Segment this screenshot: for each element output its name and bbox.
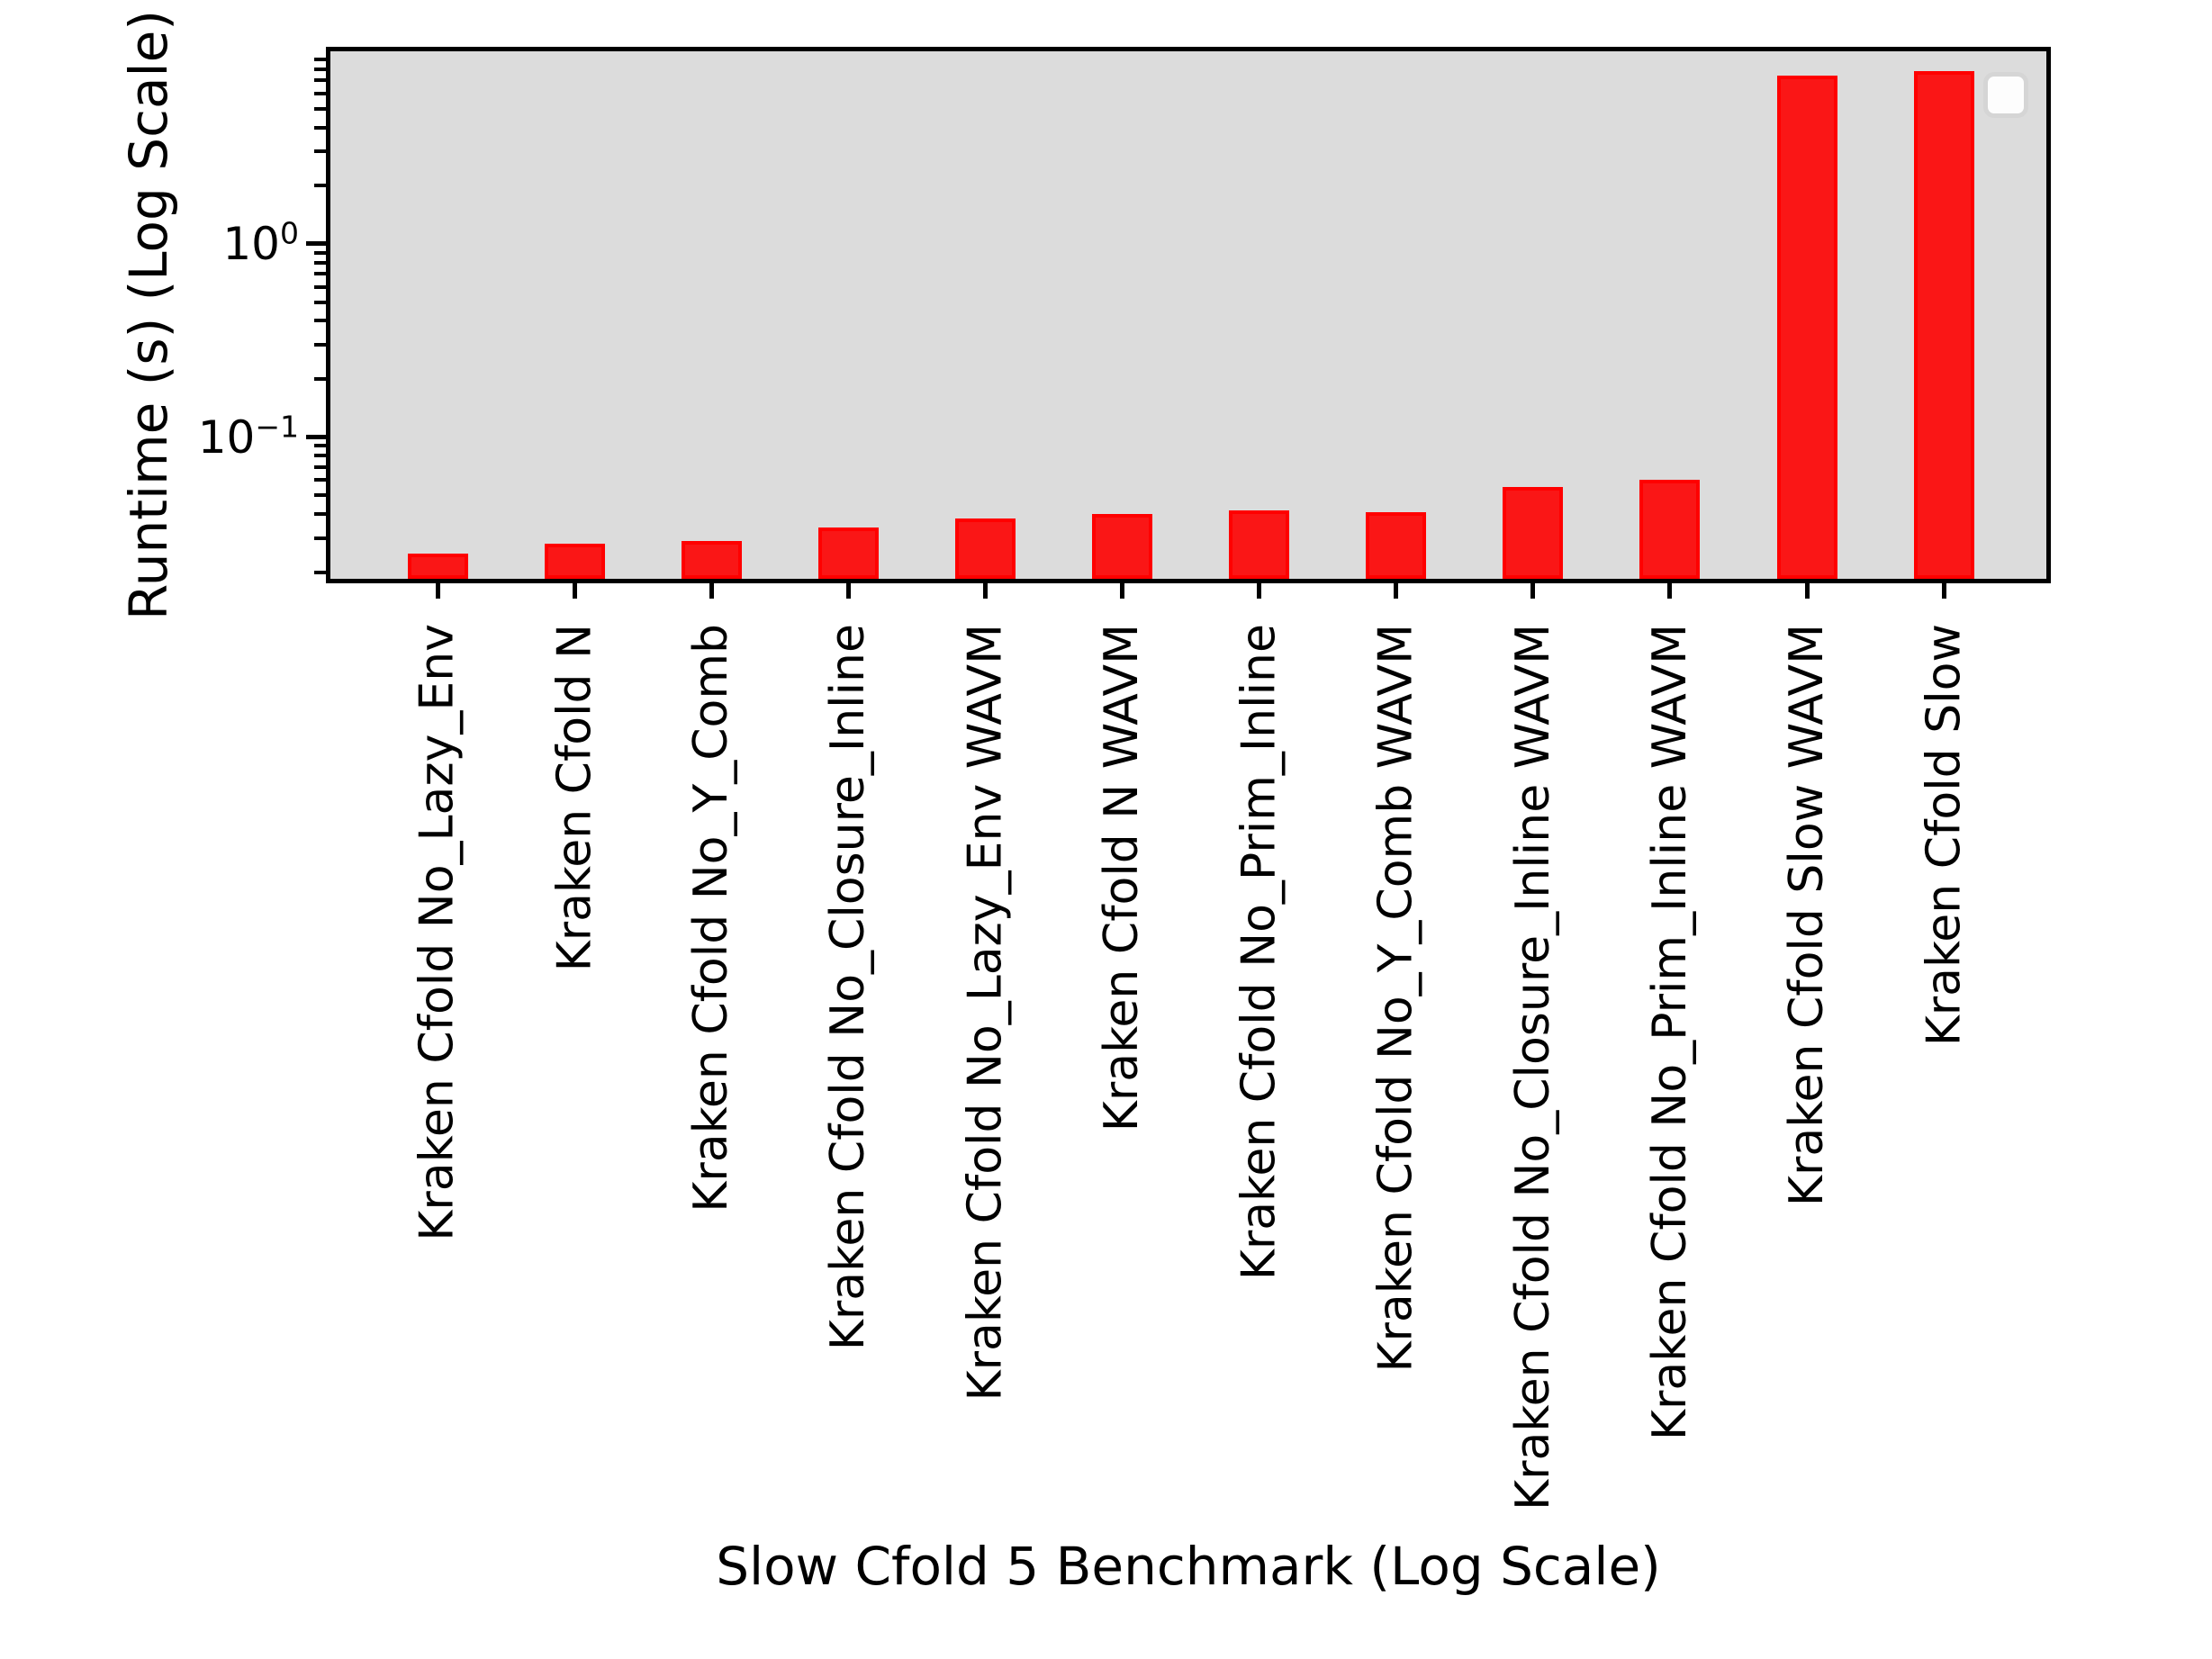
bar [1776, 76, 1837, 579]
bar [1092, 514, 1152, 579]
y-minor-tick [314, 512, 326, 517]
y-minor-tick [314, 149, 326, 154]
y-minor-tick [314, 91, 326, 95]
y-minor-tick [314, 67, 326, 71]
y-minor-tick [314, 343, 326, 347]
plot-area [326, 47, 2051, 583]
bar [817, 527, 879, 579]
x-tick [845, 583, 851, 599]
x-tick-label: Kraken Cfold N WAVM [1095, 624, 1150, 1132]
y-minor-tick [314, 444, 326, 448]
y-minor-tick [314, 464, 326, 469]
y-tick-label: 10−1 [197, 408, 299, 464]
bar [1366, 511, 1427, 579]
bar [1639, 480, 1701, 579]
y-minor-tick [314, 536, 326, 540]
x-tick-label: Kraken Cfold No_Y_Comb [684, 624, 739, 1213]
y-minor-tick [314, 454, 326, 458]
x-tick [572, 583, 577, 599]
x-tick [709, 583, 714, 599]
legend-box [1983, 72, 2028, 118]
x-tick [1257, 583, 1262, 599]
bars-layer [330, 51, 2046, 579]
y-axis-title: Runtime (s) (Log Scale) [118, 10, 179, 620]
x-tick-label: Kraken Cfold No_Closure_Inline [821, 624, 876, 1351]
x-axis-title: Slow Cfold 5 Benchmark (Log Scale) [716, 1536, 1661, 1597]
y-tick-label: 100 [222, 215, 299, 270]
y-minor-tick [314, 377, 326, 381]
bar [954, 518, 1016, 579]
x-tick [1120, 583, 1124, 599]
y-major-tick [306, 435, 326, 440]
y-minor-tick [314, 300, 326, 304]
x-tick-label: Kraken Cfold Slow WAVM [1780, 624, 1834, 1207]
x-tick [1941, 583, 1946, 599]
bar [544, 544, 605, 579]
x-tick-label: Kraken Cfold Slow [1917, 624, 1972, 1047]
bar [1503, 487, 1564, 579]
x-tick-label: Kraken Cfold No_Lazy_Env WAVM [958, 624, 1013, 1402]
bar [1229, 509, 1290, 579]
x-tick-label: Kraken Cfold No_Prim_Inline WAVM [1642, 624, 1697, 1441]
x-tick [1530, 583, 1536, 599]
x-tick-label: Kraken Cfold No_Prim_Inline [1232, 624, 1287, 1281]
y-minor-tick [314, 57, 326, 61]
y-minor-tick [314, 272, 326, 276]
y-minor-tick [314, 184, 326, 188]
x-tick [435, 583, 440, 599]
y-minor-tick [314, 493, 326, 498]
y-minor-tick [314, 319, 326, 323]
y-minor-tick [314, 125, 326, 130]
x-tick-label: Kraken Cfold No_Y_Comb WAVM [1368, 624, 1423, 1373]
y-major-tick [306, 241, 326, 247]
x-tick-label: Kraken Cfold No_Lazy_Env [411, 624, 465, 1241]
x-tick [1667, 583, 1673, 599]
y-minor-tick [314, 478, 326, 482]
x-tick [982, 583, 988, 599]
y-minor-tick [314, 570, 326, 574]
x-tick-label: Kraken Cfold N [547, 624, 602, 972]
bar [681, 541, 742, 579]
bar [407, 553, 468, 579]
x-tick [1394, 583, 1399, 599]
y-minor-tick [314, 78, 326, 83]
y-minor-tick [314, 106, 326, 111]
y-minor-tick [314, 250, 326, 255]
bar [1913, 71, 1974, 579]
y-minor-tick [314, 260, 326, 265]
x-tick-label: Kraken Cfold No_Closure_Inline WAVM [1505, 624, 1560, 1510]
y-minor-tick [314, 284, 326, 289]
x-tick [1804, 583, 1810, 599]
